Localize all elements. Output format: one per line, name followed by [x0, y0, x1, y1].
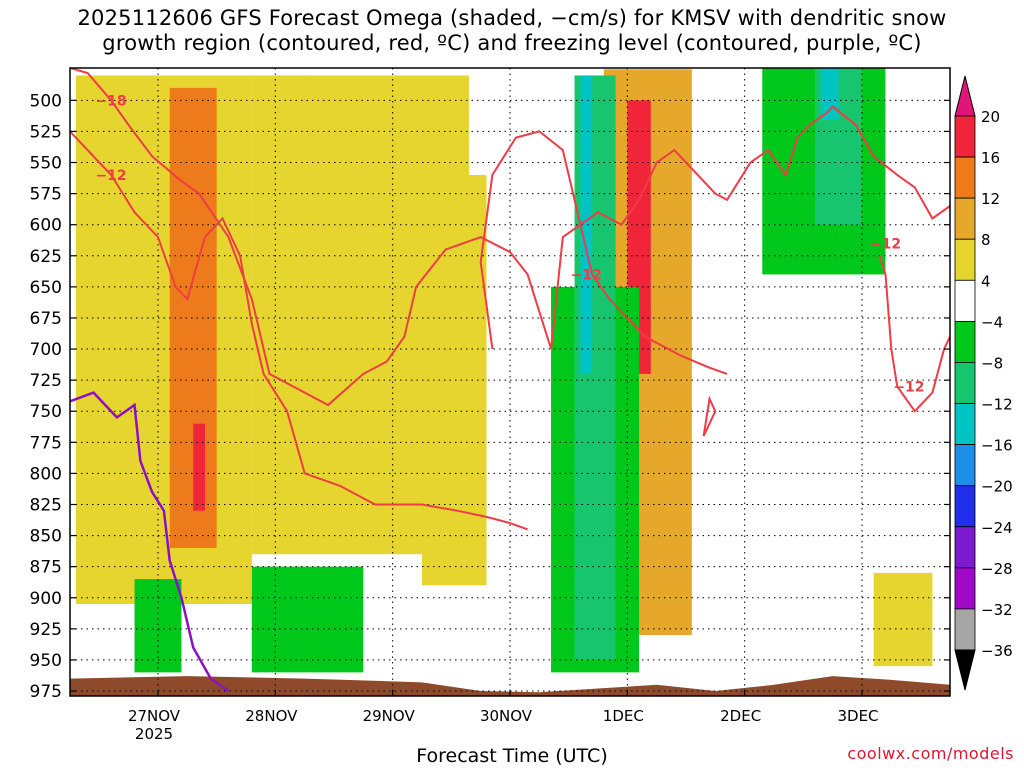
omega-region-uvv-27nov-max: [193, 423, 205, 511]
colorbar-tick-label: 4: [981, 272, 991, 290]
colorbar-bin: [954, 279, 976, 322]
y-tick-label: 975: [30, 682, 62, 702]
y-tick-label: 675: [30, 309, 62, 329]
colorbar-bin: [954, 197, 976, 240]
y-tick-label: 650: [30, 278, 62, 298]
dgz-contour-label: −12: [870, 236, 901, 252]
colorbar-tick-label: −20: [981, 478, 1013, 496]
colorbar-tick-label: 8: [981, 231, 991, 249]
y-tick-label: 950: [30, 651, 62, 671]
colorbar-tick-label: 16: [981, 149, 1000, 167]
colorbar-over-arrow: [954, 75, 976, 117]
x-tick-label: 2DEC: [720, 707, 761, 725]
source-credit: coolwx.com/models: [847, 744, 1014, 763]
chart-title: 2025112606 GFS Forecast Omega (shaded, −…: [0, 6, 1024, 56]
y-tick-label: 875: [30, 558, 62, 578]
chart-title-line1: 2025112606 GFS Forecast Omega (shaded, −…: [77, 6, 947, 30]
y-tick-label: 750: [30, 402, 62, 422]
x-tick-label: 3DEC: [837, 707, 878, 725]
colorbar-bin: [954, 403, 976, 446]
colorbar-tick-label: −24: [981, 519, 1013, 537]
dgz-contour-line: [70, 68, 950, 407]
colorbar-tick-label: 12: [981, 190, 1000, 208]
y-tick-label: 900: [30, 589, 62, 609]
dgz-contour-line: [70, 130, 528, 531]
colorbar-bin: [954, 526, 976, 569]
x-tick-label: 27NOV: [128, 707, 181, 725]
colorbar-bin: [954, 156, 976, 199]
y-tick-label: 775: [30, 433, 62, 453]
colorbar-bin: [954, 444, 976, 487]
colorbar-bin: [954, 567, 976, 610]
plot-area: [70, 68, 950, 696]
colorbar-tick-label: −28: [981, 560, 1013, 578]
omega-region-uvv-29nov-band: [422, 174, 487, 586]
y-tick-label: 600: [30, 216, 62, 236]
y-tick-label: 700: [30, 340, 62, 360]
x-tick-label: 1DEC: [603, 707, 644, 725]
y-tick-label: 525: [30, 122, 62, 142]
colorbar-bin: [954, 115, 976, 158]
omega-region-sink-28nov-low: [251, 566, 364, 673]
freezing-level-contour: [70, 391, 230, 693]
y-tick-label: 850: [30, 527, 62, 547]
dgz-contour-label: −12: [571, 267, 602, 283]
y-tick-label: 575: [30, 185, 62, 205]
omega-region-sink-26nov-low: [134, 579, 182, 673]
y-tick-label: 825: [30, 495, 62, 515]
colorbar-bin: [954, 238, 976, 281]
contours: −18 −12 −12 −12 −12: [70, 68, 950, 693]
colorbar-bin: [954, 608, 976, 651]
dgz-contour-line: [479, 130, 728, 375]
omega-region-sink-1dec-upper: [580, 75, 593, 374]
axes: 500 525 550 575 600 625 650 675 700 725 750 775 800 8…: [30, 67, 951, 743]
omega-shading: [70, 68, 950, 696]
dgz-contour-label: −12: [95, 168, 126, 184]
dgz-contour-line: [878, 255, 950, 413]
colorbar-tick-label: −12: [981, 396, 1013, 414]
colorbar-tick-label: −4: [981, 313, 1003, 331]
y-tick-label: 550: [30, 154, 62, 174]
colorbar-tick-label: −32: [981, 601, 1013, 619]
y-tick-label: 925: [30, 620, 62, 640]
colorbar-tick-label: −36: [981, 642, 1013, 660]
y-tick-label: 725: [30, 371, 62, 391]
colorbar-under-arrow: [954, 649, 976, 691]
colorbar-tick-label: −8: [981, 354, 1003, 372]
x-tick-sublabel: 2025: [135, 725, 173, 743]
colorbar: 20 16 12 8 4 −4 −8 −12 −16 −20 −24 −28 −32 −36: [954, 75, 1013, 691]
colorbar-bin: [954, 362, 976, 404]
chart-title-line2: growth region (contoured, red, ºC) and f…: [102, 31, 922, 55]
omega-time-height-chart: −18 −12 −12 −12 −12 500 525 550 575 600 625 650 675…: [30, 67, 1013, 743]
x-tick-label: 29NOV: [363, 707, 416, 725]
omega-region-uvv-27nov-column: [75, 75, 252, 604]
dgz-contour-label: −12: [893, 379, 924, 395]
x-tick-label: 28NOV: [245, 707, 298, 725]
colorbar-tick-label: −16: [981, 437, 1013, 455]
colorbar-bin: [954, 485, 976, 528]
omega-region-sink-2dec-max: [820, 68, 839, 119]
colorbar-bin: [954, 320, 976, 363]
x-axis-label: Forecast Time (UTC): [416, 745, 608, 767]
colorbar-tick-label: 20: [981, 108, 1000, 126]
dgz-contour-line: [702, 395, 717, 437]
y-tick-label: 500: [30, 91, 62, 111]
y-tick-label: 800: [30, 464, 62, 484]
omega-region-uvv-3dec-low: [873, 572, 933, 667]
x-tick-label: 30NOV: [480, 707, 533, 725]
dgz-contour-label: −18: [95, 93, 126, 109]
y-tick-label: 625: [30, 247, 62, 267]
